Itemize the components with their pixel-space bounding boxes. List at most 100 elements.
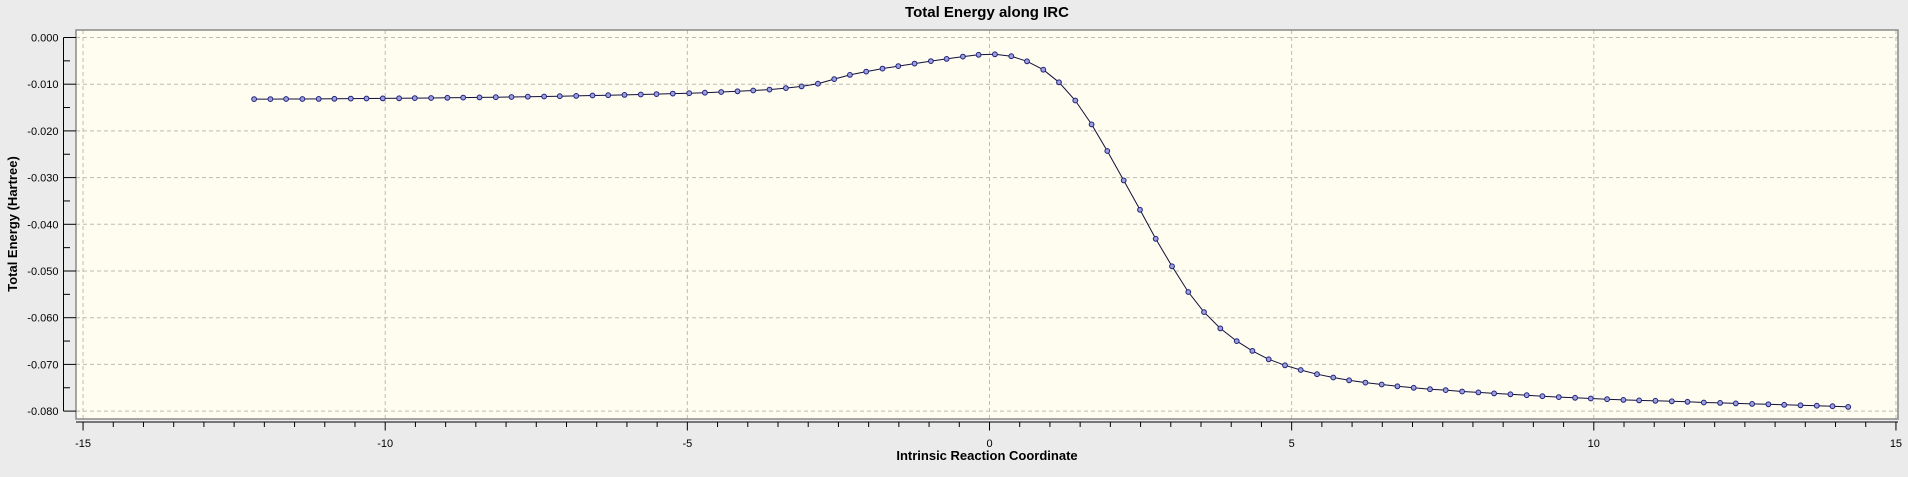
data-point-marker [1732, 400, 1739, 407]
data-point-marker [975, 51, 982, 58]
data-point-marker [960, 53, 966, 60]
data-point-marker [1475, 389, 1482, 396]
data-point-marker [492, 94, 499, 101]
data-point-marker [621, 92, 628, 98]
data-point-marker [1829, 403, 1836, 410]
y-tick-label: -0.040 [27, 219, 58, 231]
data-point-marker [1684, 398, 1691, 405]
data-point-marker [428, 95, 435, 101]
data-point-marker [315, 96, 322, 102]
data-point-marker [1088, 121, 1095, 128]
data-point-marker [1459, 388, 1465, 395]
data-point-marker [251, 96, 258, 102]
data-point-marker [589, 92, 596, 99]
y-tick-label: -0.010 [27, 79, 58, 91]
data-point-marker [1636, 397, 1642, 404]
data-point-marker [879, 65, 886, 72]
y-tick-label: -0.070 [27, 359, 58, 371]
data-point-marker [1120, 177, 1127, 184]
data-point-marker [1749, 401, 1755, 407]
data-point-marker [798, 83, 805, 90]
data-point-marker [718, 89, 725, 95]
data-point-marker [1652, 397, 1659, 404]
data-point-marker [1249, 348, 1256, 354]
data-point-marker [460, 94, 467, 101]
data-point-marker [1427, 386, 1433, 393]
data-point-marker [605, 92, 612, 99]
data-point-marker [669, 90, 676, 97]
data-point-marker [283, 96, 290, 102]
data-point-marker [1797, 402, 1804, 409]
data-point-marker [363, 95, 370, 102]
data-point-marker [1152, 235, 1159, 242]
data-point-marker [556, 93, 563, 100]
data-point-marker [524, 93, 531, 100]
data-point-marker [1072, 97, 1079, 104]
data-point-marker [1700, 399, 1707, 406]
data-point-marker [734, 88, 741, 95]
x-tick-label: 0 [986, 438, 992, 450]
data-point-marker [1539, 393, 1546, 400]
data-point-marker [943, 56, 950, 62]
data-point-marker [379, 95, 386, 102]
data-point-marker [750, 87, 757, 94]
data-point-marker [1233, 338, 1240, 345]
data-point-marker [1555, 394, 1562, 401]
data-point-marker [267, 96, 274, 102]
data-point-marker [1604, 396, 1610, 403]
data-point-marker [299, 96, 306, 102]
data-point-marker [928, 58, 934, 64]
x-tick-label: 15 [1890, 438, 1902, 450]
data-point-markers [251, 51, 1852, 410]
data-point-marker [508, 94, 515, 100]
data-point-marker [1572, 394, 1578, 401]
y-tick-label: 0.000 [31, 33, 59, 45]
data-point-marker [1104, 148, 1111, 154]
y-tick-label: -0.060 [27, 313, 58, 325]
data-point-marker [1346, 377, 1352, 384]
data-point-marker [1765, 401, 1772, 408]
y-axis-title: Total Energy (Hartree) [5, 156, 20, 292]
data-point-marker [1314, 371, 1320, 378]
data-point-marker [1442, 387, 1449, 394]
energy-curve [254, 53, 1849, 408]
data-point-marker [476, 94, 483, 101]
data-point-marker [863, 68, 870, 75]
data-point-marker [1265, 356, 1272, 363]
y-tick-label: -0.030 [27, 173, 58, 185]
data-point-marker [541, 93, 547, 100]
data-point-marker [1717, 400, 1723, 406]
data-point-marker [815, 80, 821, 87]
data-point-marker [637, 91, 644, 98]
data-point-marker [1362, 379, 1369, 386]
data-point-marker [895, 63, 902, 69]
data-point-marker [847, 72, 853, 78]
data-point-marker [1507, 391, 1514, 398]
data-point-marker [911, 60, 918, 67]
data-point-marker [702, 89, 708, 96]
gridlines [76, 30, 1898, 419]
x-tick-label: -5 [682, 438, 692, 450]
data-point-marker [396, 95, 403, 102]
data-point-marker [653, 91, 660, 97]
x-tick-label: -15 [75, 438, 91, 450]
y-tick-label: -0.020 [27, 126, 58, 138]
data-point-marker [1330, 374, 1337, 381]
data-point-marker [1008, 53, 1015, 60]
y-axis: 0.000 -0.010 -0.020 -0.030 -0.040 -0.050 -0.06… [27, 33, 76, 418]
x-tick-label: -10 [377, 438, 393, 450]
data-point-marker [1491, 390, 1497, 397]
data-point-marker [411, 95, 418, 101]
data-point-marker [686, 90, 693, 97]
data-point-marker [1169, 263, 1175, 270]
x-axis: -15 -10 -5 0 5 10 15 [75, 421, 1902, 450]
data-point-marker [1201, 309, 1207, 316]
data-point-marker [1523, 392, 1530, 399]
data-point-marker [766, 86, 773, 93]
data-point-marker [1137, 206, 1143, 213]
data-point-marker [347, 95, 354, 102]
data-point-marker [992, 51, 998, 58]
data-point-marker [1394, 383, 1401, 390]
data-point-marker [1040, 66, 1047, 73]
